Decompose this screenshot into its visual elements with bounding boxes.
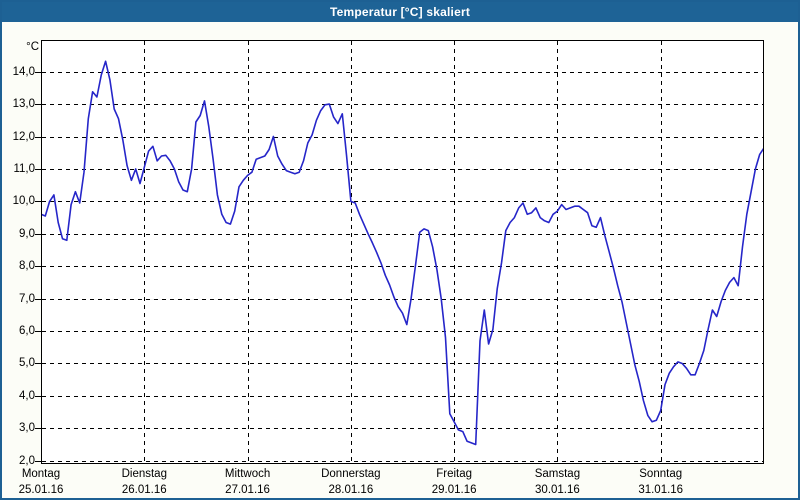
y-tick-label: 8,0 [19,260,35,273]
x-weekday-label: Samstag [534,468,581,480]
y-tick-label: 5,0 [19,357,35,370]
y-tick-label: 13,0 [12,98,35,111]
x-date-label: 28.01.16 [328,484,374,496]
y-tick-mark [35,299,41,300]
temperature-line-chart [41,40,764,464]
y-tick-label: 6,0 [19,325,35,338]
x-date-label: 27.01.16 [225,484,270,496]
x-weekday-label: Donnerstag [321,468,381,480]
y-tick-mark [35,72,41,73]
y-tick-mark [35,266,41,267]
title-bar: Temperatur [°C] skaliert [2,2,798,22]
x-date-label: 29.01.16 [431,484,477,496]
x-weekday-label: Dienstag [121,468,167,480]
y-axis-unit-label: °C [26,41,39,53]
y-tick-mark [35,137,41,138]
y-tick-label: 12,0 [12,130,35,143]
x-date-label: 30.01.16 [535,484,580,496]
x-date-label: 26.01.16 [121,484,167,496]
y-tick-mark [35,461,41,462]
y-tick-label: 3,0 [19,422,35,435]
y-tick-label: 9,0 [19,227,35,240]
window-title: Temperatur [°C] skaliert [329,5,471,19]
y-tick-label: 10,0 [12,195,35,208]
x-date-label: 31.01.16 [638,484,684,496]
y-tick-label: 11,0 [13,162,35,175]
y-tick-mark [35,363,41,364]
y-tick-mark [35,169,41,170]
x-weekday-label: Montag [21,468,61,480]
y-tick-mark [35,104,41,105]
y-tick-label: 4,0 [19,389,35,402]
x-weekday-label: Freitag [436,468,473,480]
y-tick-mark [35,201,41,202]
x-date-label: 25.01.16 [18,484,64,496]
y-tick-mark [35,396,41,397]
plot-border [41,40,764,464]
temperature-series-line [41,60,764,446]
plot-background [41,40,764,464]
y-tick-label: 14,0 [12,65,35,78]
y-tick-label: 2,0 [19,454,35,467]
y-tick-mark [35,331,41,332]
y-tick-label: 7,0 [19,292,35,305]
x-weekday-label: Sonntag [639,468,683,480]
y-tick-mark [35,234,41,235]
y-tick-mark [35,428,41,429]
x-weekday-label: Mittwoch [224,468,271,480]
